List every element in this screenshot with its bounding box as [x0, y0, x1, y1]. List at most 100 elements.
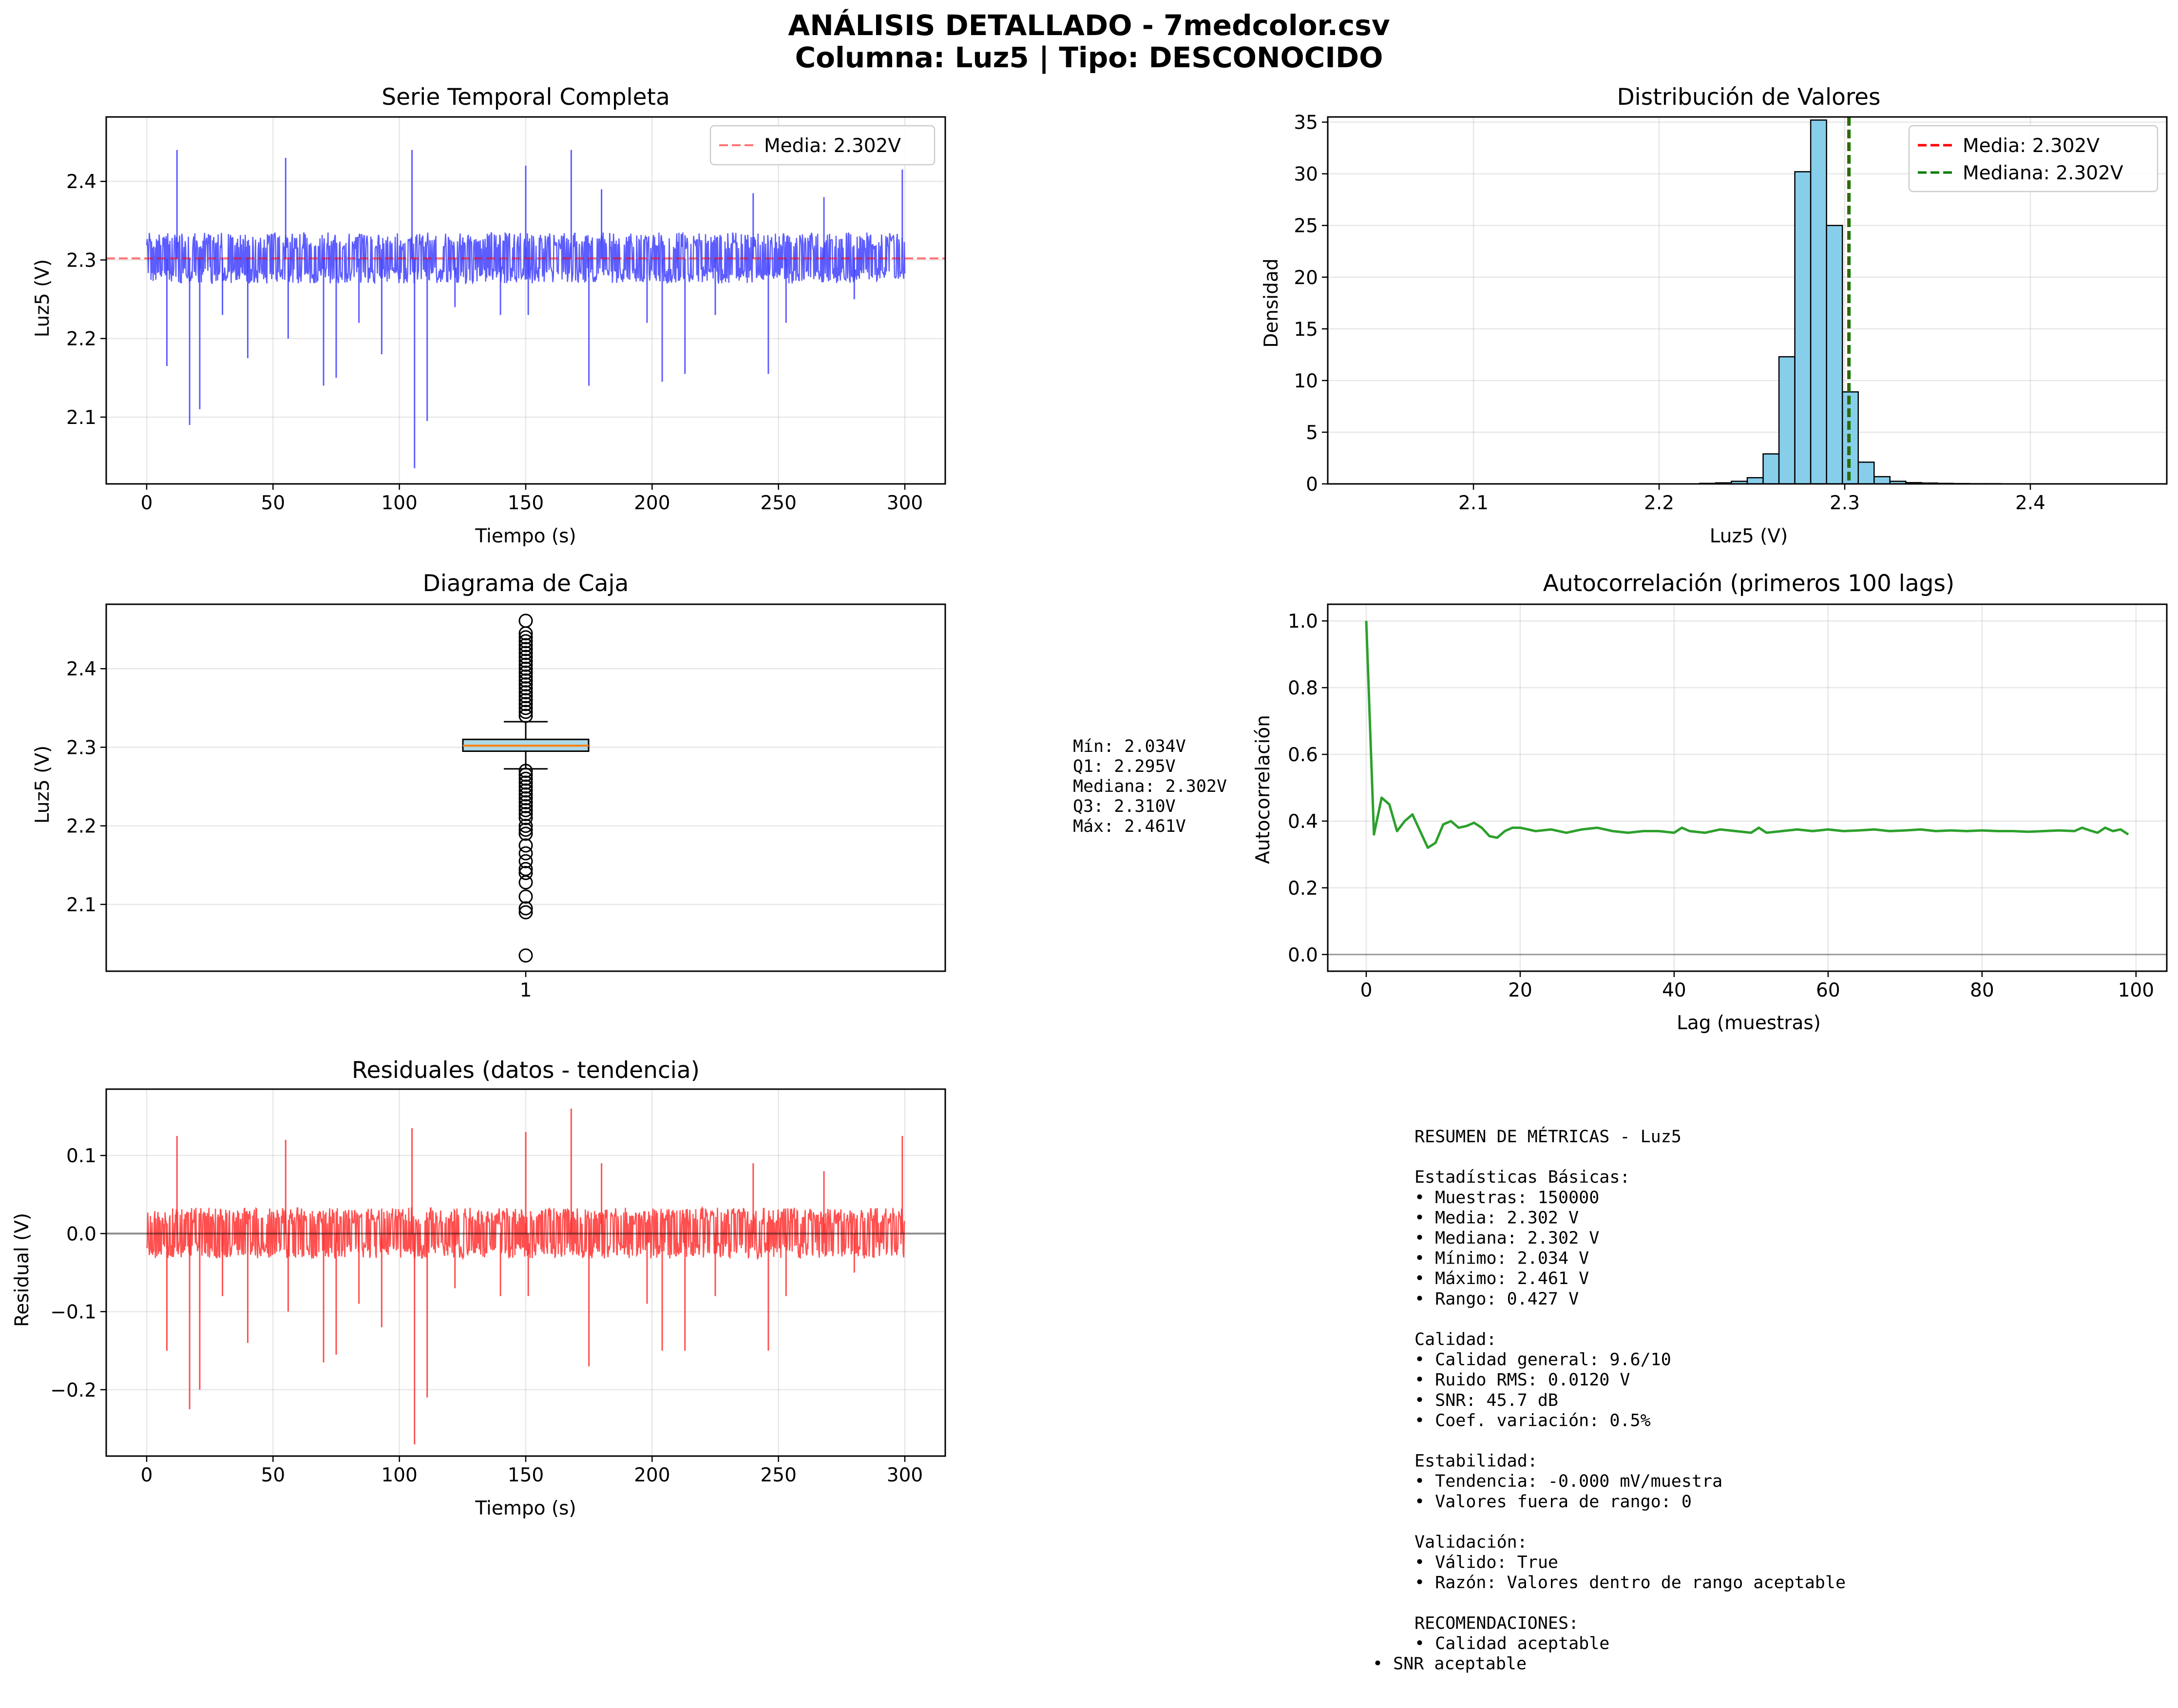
box-outlier — [518, 681, 533, 696]
box-frame — [105, 603, 946, 972]
acf-xlabel: Lag (muestras) — [1677, 1012, 1821, 1034]
box-outlier — [518, 826, 533, 841]
summary-line: RESUMEN DE MÉTRICAS - Luz5 — [1414, 1126, 1681, 1147]
box-outlier — [518, 889, 533, 904]
acf-ylabel: Autocorrelación — [1252, 715, 1274, 864]
hist-bar — [1746, 477, 1764, 484]
box-outlier — [518, 803, 533, 817]
acf-xtick-label: 40 — [1662, 979, 1686, 1001]
hist-ytick-label: 30 — [1294, 164, 1318, 186]
box-outlier — [518, 819, 533, 833]
summary-line: Calidad: — [1414, 1330, 1497, 1349]
hist-bar — [1778, 356, 1796, 484]
box-stat-min: Mín: 2.034V — [1073, 737, 1186, 756]
serie-ytick-label: 2.3 — [66, 249, 96, 271]
hist-ytick-label: 5 — [1306, 422, 1318, 444]
res-ytick-label: 0.1 — [66, 1145, 96, 1167]
box-outlier — [518, 791, 533, 806]
summary-line: • Muestras: 150000 — [1414, 1188, 1599, 1208]
box-xtick-label: 1 — [520, 979, 532, 1001]
box-outlier — [518, 823, 533, 837]
box-outlier — [518, 787, 533, 802]
serie-legend-label: Media: 2.302V — [764, 135, 901, 157]
box-outlier — [518, 795, 533, 809]
acf-title: Autocorrelación (primeros 100 lags) — [1543, 570, 1955, 597]
summary-line: • Mínimo: 2.034 V — [1414, 1249, 1589, 1268]
serie-ylabel: Luz5 (V) — [32, 259, 54, 338]
box-outlier — [518, 634, 533, 649]
hist-xlabel: Luz5 (V) — [1710, 525, 1788, 547]
box-ytick-label: 2.2 — [66, 816, 96, 838]
figure-title-line2: Columna: Luz5 | Tipo: DESCONOCIDO — [795, 41, 1383, 74]
res-frame — [105, 1088, 946, 1457]
hist-frame — [1327, 116, 2168, 485]
hist-legend-label-median: Mediana: 2.302V — [1963, 162, 2123, 184]
box-outlier — [518, 701, 533, 715]
acf-xtick-label: 0 — [1360, 979, 1373, 1001]
serie-xtick-label: 0 — [141, 492, 153, 514]
box-outlier — [518, 653, 533, 668]
res-xtick-label: 250 — [760, 1464, 796, 1486]
hist-bar — [1794, 171, 1812, 484]
box-outlier — [518, 705, 533, 719]
box-stat-max: Máx: 2.461V — [1073, 817, 1186, 836]
box-outlier — [518, 638, 533, 652]
box-outlier — [518, 677, 533, 691]
res-xtick-label: 100 — [381, 1464, 417, 1486]
summary-line: Estadísticas Básicas: — [1414, 1168, 1630, 1187]
summary-line: • Razón: Valores dentro de rango aceptab… — [1414, 1573, 1846, 1593]
box-outlier — [518, 865, 533, 880]
box-outlier — [518, 650, 533, 664]
box-outlier — [518, 764, 533, 778]
summary-line: Estabilidad: — [1414, 1452, 1538, 1471]
serie-xtick-label: 150 — [508, 492, 544, 514]
summary-line: • Mediana: 2.302 V — [1414, 1228, 1599, 1248]
box-outlier — [518, 875, 533, 890]
summary-line: Validación: — [1414, 1533, 1528, 1552]
acf-ytick-label: 0.6 — [1288, 744, 1318, 766]
res-xlabel: Tiempo (s) — [475, 1497, 576, 1519]
res-ytick-label: −0.2 — [50, 1380, 96, 1401]
serie-title: Serie Temporal Completa — [382, 84, 670, 111]
summary-line: • Rango: 0.427 V — [1414, 1289, 1579, 1309]
box-outlier — [518, 775, 533, 790]
box-outlier — [518, 614, 533, 628]
hist-xtick-label: 2.2 — [1644, 492, 1674, 514]
hist-ytick-label: 25 — [1294, 215, 1318, 237]
box-outlier — [518, 665, 533, 680]
hist-xtick-label: 2.3 — [1830, 492, 1860, 514]
hist-ytick-label: 15 — [1294, 319, 1318, 341]
hist-ytick-label: 10 — [1294, 370, 1318, 392]
panel-residuales: Residuales (datos - tendencia) Tiempo (s… — [11, 1057, 946, 1519]
summary-line: • Media: 2.302 V — [1414, 1208, 1579, 1228]
acf-ytick-label: 0.8 — [1288, 677, 1318, 699]
serie-ytick-label: 2.4 — [66, 171, 96, 193]
box-outlier — [518, 799, 533, 813]
acf-xtick-label: 100 — [2118, 979, 2154, 1001]
serie-xtick-label: 100 — [381, 492, 417, 514]
hist-title: Distribución de Valores — [1617, 84, 1880, 111]
box-ytick-label: 2.3 — [66, 737, 96, 759]
res-ytick-label: −0.1 — [50, 1302, 96, 1324]
summary-line: • Calidad aceptable — [1414, 1634, 1609, 1653]
box-outlier — [518, 807, 533, 822]
box-outlier — [518, 689, 533, 704]
hist-ylabel: Densidad — [1261, 258, 1282, 347]
summary-line: • Coef. variación: 0.5% — [1414, 1411, 1651, 1430]
box-outlier — [518, 901, 533, 916]
box-outlier — [518, 768, 533, 782]
serie-frame — [105, 116, 946, 485]
hist-legend-box — [1908, 125, 2159, 192]
summary-line: • Válido: True — [1414, 1553, 1558, 1573]
box-outlier — [518, 661, 533, 676]
serie-xlabel: Tiempo (s) — [475, 525, 576, 547]
box-outlier — [518, 693, 533, 708]
acf-ytick-label: 0.2 — [1288, 878, 1318, 900]
acf-xtick-label: 80 — [1970, 979, 1994, 1001]
res-title: Residuales (datos - tendencia) — [352, 1057, 700, 1084]
box-stat-median: Mediana: 2.302V — [1073, 777, 1227, 796]
summary-line: • SNR: 45.7 dB — [1414, 1391, 1558, 1410]
hist-xtick-label: 2.1 — [1458, 492, 1489, 514]
box-ytick-label: 2.1 — [66, 894, 96, 916]
